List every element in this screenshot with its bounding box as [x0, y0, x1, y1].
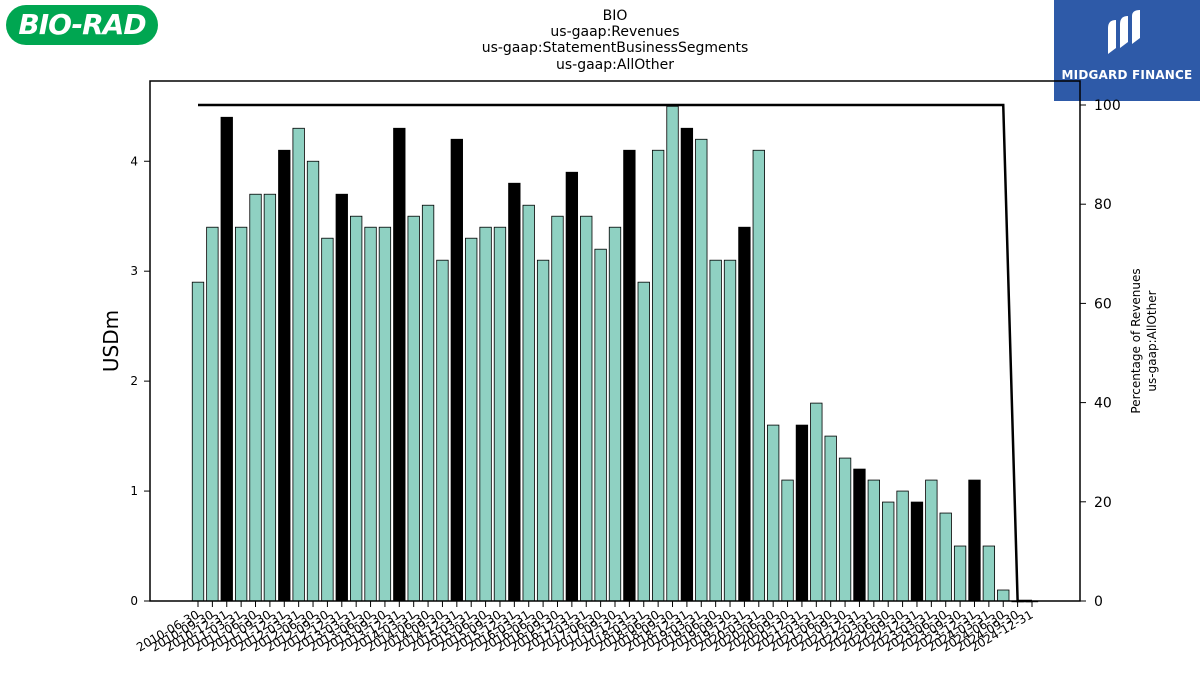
bar	[522, 204, 535, 602]
bar	[493, 226, 507, 602]
bar	[292, 127, 305, 602]
x-axis: 2010-06-302010-09-302010-12-312011-03-31…	[134, 601, 1036, 654]
bio-rad-logo: BIO-RAD	[6, 5, 158, 45]
bar	[508, 182, 521, 602]
bar	[752, 149, 765, 602]
midgard-finance-logo: MIDGARD FINANCE	[1054, 0, 1200, 101]
bar	[220, 116, 233, 602]
right-y-axis-label: us-gaap:AllOther	[1145, 290, 1159, 391]
bar	[551, 215, 564, 602]
right-tick-label: 20	[1094, 495, 1112, 511]
bar	[925, 479, 938, 602]
bar	[565, 171, 579, 602]
bar	[810, 402, 823, 602]
bar	[723, 259, 737, 602]
bar	[350, 215, 363, 602]
right-tick-label: 80	[1094, 197, 1112, 213]
left-tick-label: 2	[130, 374, 138, 388]
right-tick-label: 40	[1094, 396, 1112, 412]
bar	[306, 160, 320, 602]
bar	[867, 479, 880, 602]
midgard-mark-icon	[1108, 10, 1140, 54]
right-tick-label: 100	[1094, 98, 1121, 114]
bar	[795, 424, 809, 602]
bar	[637, 281, 650, 602]
bio-rad-logo-text: BIO-RAD	[18, 8, 146, 41]
bar	[364, 226, 377, 602]
chart-title-line: BIO	[603, 8, 628, 24]
bar	[939, 512, 952, 602]
bar	[853, 468, 866, 602]
bar	[421, 204, 435, 602]
percentage-line	[198, 103, 1032, 603]
left-y-axis: 0 1 2 3 4	[130, 154, 150, 608]
bar	[910, 501, 924, 602]
bar	[436, 259, 449, 602]
bar	[263, 193, 277, 602]
bar	[249, 193, 262, 602]
right-tick-label: 0	[1094, 594, 1103, 610]
bar	[191, 281, 205, 602]
bar	[709, 259, 722, 602]
bar	[580, 215, 593, 602]
chart-title-line: us-gaap:AllOther	[556, 57, 674, 73]
bar	[767, 424, 780, 602]
bar	[680, 127, 694, 602]
right-y-axis: 0 20 40 60 80 100	[1080, 98, 1121, 610]
midgard-finance-logo-text: MIDGARD FINANCE	[1061, 68, 1193, 82]
bar	[953, 545, 967, 602]
y-axis-label: USDm	[99, 310, 123, 372]
bar	[838, 457, 852, 602]
bar	[378, 226, 392, 602]
bar	[781, 479, 794, 602]
bar	[450, 138, 463, 602]
bar	[321, 237, 334, 602]
bar	[206, 226, 219, 602]
chart-title: BIO us-gaap:Revenues us-gaap:StatementBu…	[482, 8, 749, 73]
bar	[896, 490, 909, 602]
left-tick-label: 0	[130, 594, 138, 608]
bar	[234, 226, 248, 602]
bar	[666, 105, 679, 602]
bar	[695, 138, 708, 602]
bar	[536, 259, 550, 602]
right-tick-label: 60	[1094, 296, 1112, 312]
bar	[479, 226, 492, 602]
bar	[968, 479, 981, 602]
right-y-axis-label: Percentage of Revenues	[1129, 268, 1143, 413]
bar	[738, 226, 751, 602]
bar	[997, 589, 1010, 602]
bar	[407, 215, 420, 602]
bar	[608, 226, 622, 602]
bar	[594, 248, 607, 602]
chart-title-line: us-gaap:StatementBusinessSegments	[482, 40, 749, 56]
bar	[393, 127, 406, 602]
bar-series	[191, 105, 1039, 603]
left-tick-label: 1	[130, 484, 138, 498]
bar	[882, 501, 895, 602]
bar	[824, 435, 837, 602]
bar	[982, 545, 996, 602]
left-tick-label: 3	[130, 264, 138, 278]
bar	[651, 149, 665, 602]
left-tick-label: 4	[130, 154, 138, 168]
bar	[623, 149, 636, 602]
bar	[278, 149, 291, 602]
bar	[465, 237, 478, 602]
bar	[335, 193, 348, 602]
chart-title-line: us-gaap:Revenues	[550, 24, 679, 40]
